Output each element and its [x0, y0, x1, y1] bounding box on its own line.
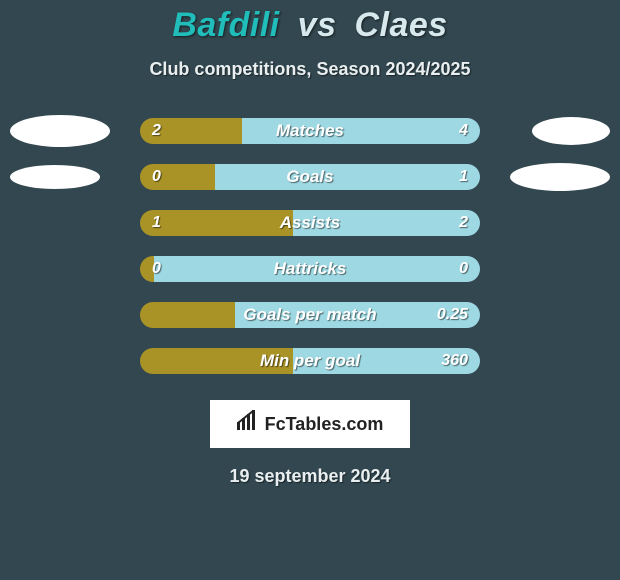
player1-avatar	[10, 115, 110, 147]
stat-row: 12Assists	[0, 200, 620, 246]
stat-label: Hattricks	[140, 256, 480, 282]
stat-row: 360Min per goal	[0, 338, 620, 384]
chart-icon	[237, 410, 259, 436]
stat-row: 0.25Goals per match	[0, 292, 620, 338]
player2-avatar	[510, 163, 610, 191]
page-title: Bafdili vs Claes	[0, 6, 620, 45]
player2-name: Claes	[354, 6, 447, 44]
subtitle: Club competitions, Season 2024/2025	[0, 59, 620, 80]
stat-bar: 360Min per goal	[140, 348, 480, 374]
player2-avatar	[532, 117, 610, 145]
stats-chart: 24Matches 01Goals 12Assists 00Hattricks 0.25…	[0, 108, 620, 384]
stat-label: Matches	[140, 118, 480, 144]
player1-avatar	[10, 165, 100, 189]
comparison-infographic: Bafdili vs Claes Club competitions, Seas…	[0, 0, 620, 580]
stat-row: 01Goals	[0, 154, 620, 200]
stat-row: 24Matches	[0, 108, 620, 154]
stat-bar: 00Hattricks	[140, 256, 480, 282]
player1-name: Bafdili	[172, 6, 279, 44]
stat-bar: 0.25Goals per match	[140, 302, 480, 328]
stat-bar: 01Goals	[140, 164, 480, 190]
stat-label: Min per goal	[140, 348, 480, 374]
vs-text: vs	[298, 6, 337, 44]
footer-date: 19 september 2024	[0, 466, 620, 487]
stat-label: Goals	[140, 164, 480, 190]
stat-row: 00Hattricks	[0, 246, 620, 292]
branding-text: FcTables.com	[265, 414, 384, 435]
stat-bar: 12Assists	[140, 210, 480, 236]
stat-label: Assists	[140, 210, 480, 236]
stat-bar: 24Matches	[140, 118, 480, 144]
branding-badge: FcTables.com	[210, 400, 410, 448]
stat-label: Goals per match	[140, 302, 480, 328]
